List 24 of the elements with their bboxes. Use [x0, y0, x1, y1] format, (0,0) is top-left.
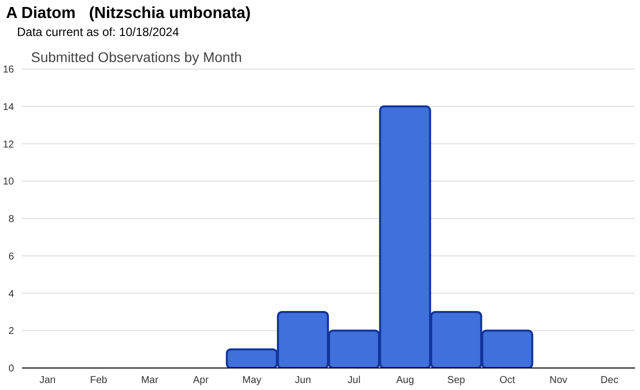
- y-tick-label: 4: [8, 288, 14, 300]
- x-tick-label: Dec: [600, 375, 618, 386]
- x-tick-label: May: [242, 375, 262, 386]
- chart-subtitle: Data current as of: 10/18/2024: [17, 25, 180, 39]
- y-tick-label: 14: [2, 102, 14, 113]
- y-tick-label: 12: [2, 139, 14, 150]
- x-tick-label: Apr: [193, 375, 210, 386]
- y-tick-label: 2: [8, 326, 14, 338]
- x-tick-label: Jun: [294, 375, 312, 386]
- x-tick-label: Mar: [141, 375, 159, 386]
- chart-title: A Diatom (Nitzschia umbonata): [6, 5, 251, 23]
- y-tick-label: 16: [2, 64, 14, 76]
- x-tick-label: Sep: [447, 375, 466, 386]
- x-tick-label: Jul: [348, 375, 360, 386]
- x-tick-label: Nov: [549, 375, 568, 386]
- y-tick-label: 8: [8, 214, 14, 226]
- x-tick-label: Aug: [396, 375, 414, 386]
- y-tick-label: 10: [2, 176, 14, 188]
- x-tick-label: Feb: [90, 375, 108, 386]
- y-tick-label: 0: [8, 364, 14, 375]
- x-tick-label: Jan: [39, 375, 56, 386]
- y-tick-label: 6: [8, 251, 14, 262]
- x-tick-label: Oct: [500, 375, 516, 386]
- text: Submitted Observations by Month: [31, 49, 242, 65]
